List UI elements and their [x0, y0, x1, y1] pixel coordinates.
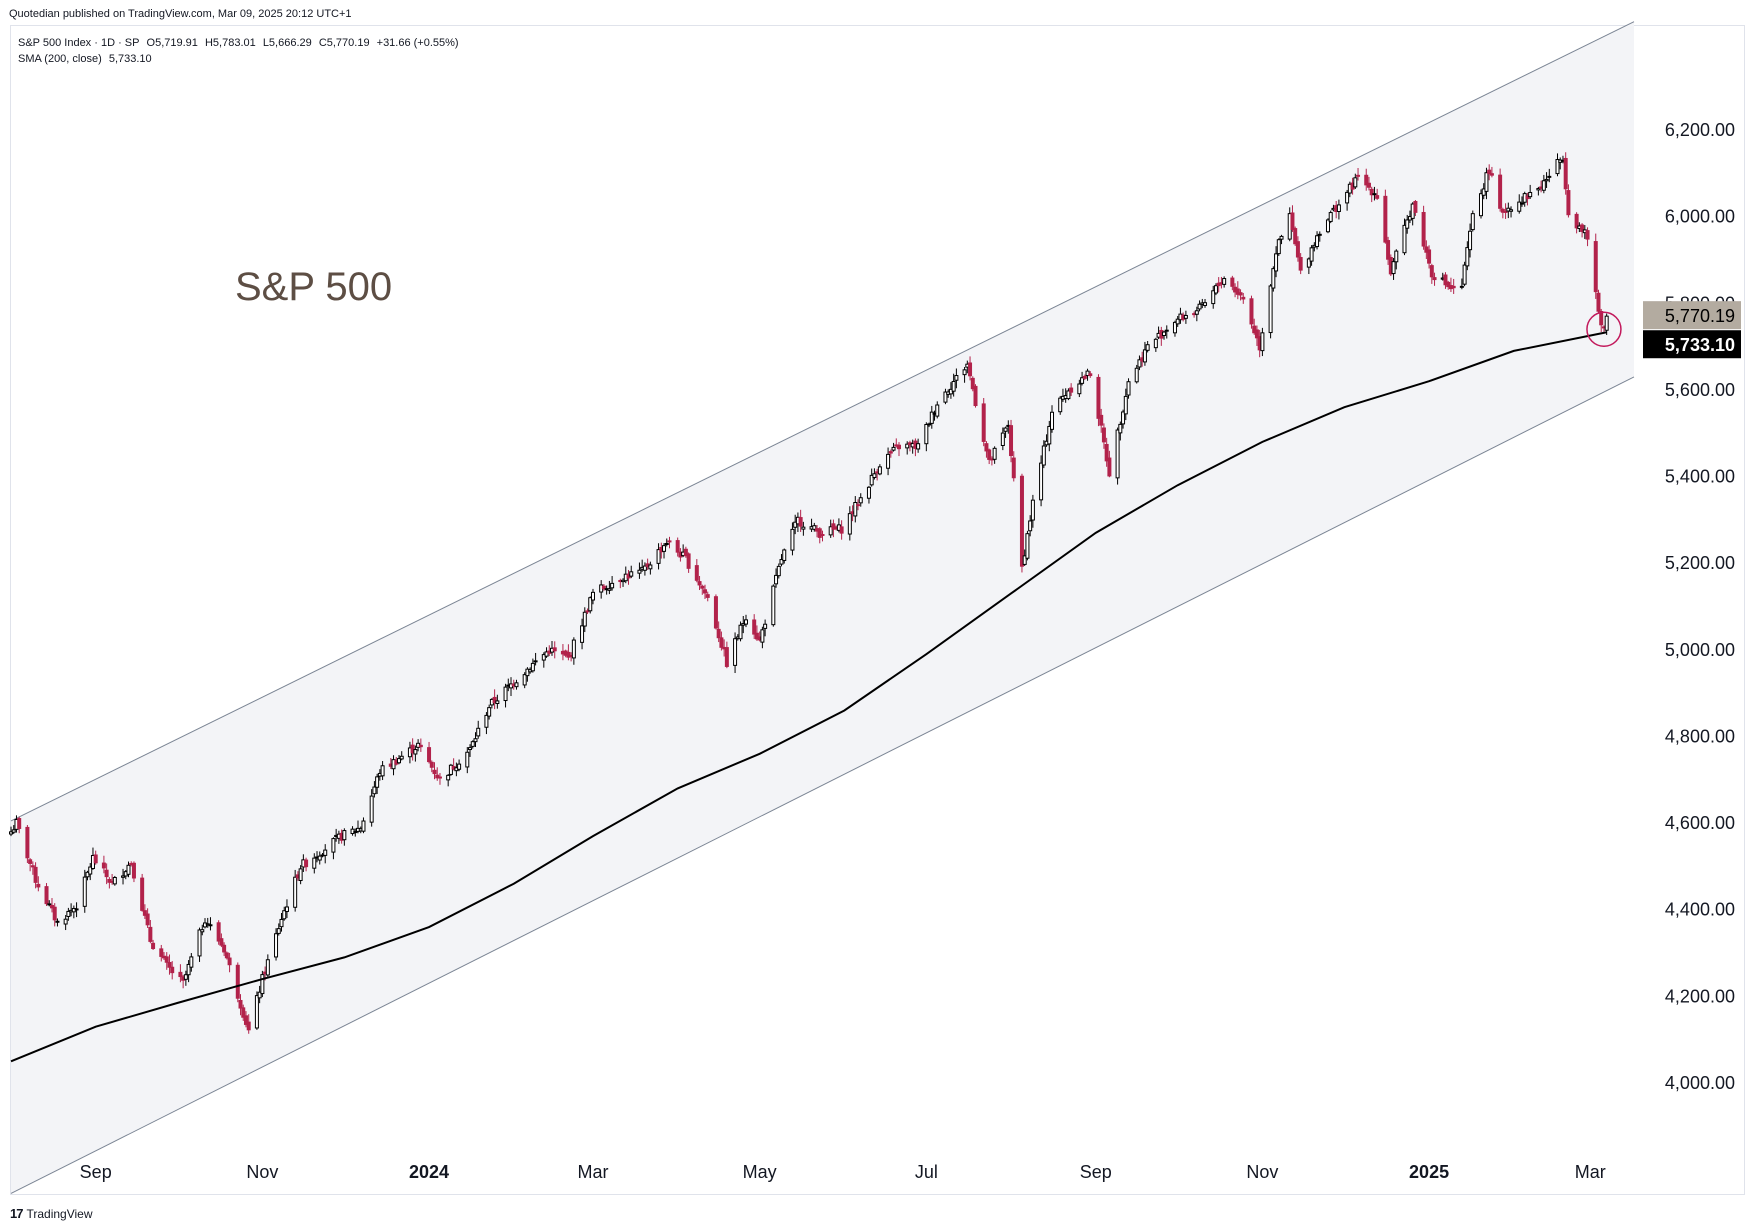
legend-price-row[interactable]: S&P 500 Index · 1D · SP O5,719.91 H5,783… [18, 35, 463, 51]
legend-sma-row[interactable]: SMA (200, close) 5,733.10 [18, 51, 463, 67]
legend-sma-value: 5,733.10 [108, 53, 152, 65]
legend-low: L5,666.29 [262, 37, 312, 49]
series-legend[interactable]: S&P 500 Index · 1D · SP O5,719.91 H5,783… [18, 35, 463, 67]
publisher-caption: Quotedian published on TradingView.com, … [9, 8, 352, 20]
legend-high: H5,783.01 [204, 37, 256, 49]
legend-change: +31.66 (+0.55%) [376, 37, 459, 49]
footer-brand: TradingView [26, 1206, 93, 1221]
legend-open: O5,719.91 [146, 37, 198, 49]
chart-frame [10, 25, 1745, 1195]
footer[interactable]: 17 TradingView [10, 1206, 93, 1221]
tradingview-logo-icon: 17 [10, 1206, 24, 1221]
currency-button[interactable]: USD [1645, 34, 1740, 56]
legend-sma-label: SMA (200, close) [18, 53, 102, 65]
legend-symbol: S&P 500 Index · 1D · SP [18, 37, 140, 49]
legend-close: C5,770.19 [318, 37, 370, 49]
